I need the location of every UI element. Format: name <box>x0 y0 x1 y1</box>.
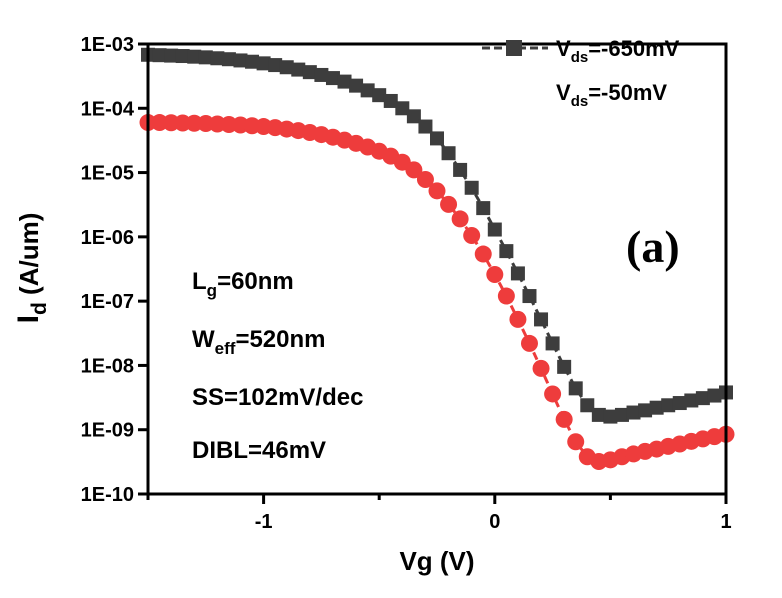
y-tick-label: 1E-04 <box>81 98 135 120</box>
data-point-square <box>175 49 190 64</box>
data-point-square <box>430 131 444 146</box>
data-point-square <box>476 201 491 216</box>
data-point-square <box>626 405 641 420</box>
y-axis: 1E-03 1E-04 1E-05 1E-06 1E-07 1E-08 1E-09 1E-10 <box>81 34 148 506</box>
data-point-circle <box>416 171 434 189</box>
data-point-square <box>672 396 687 411</box>
data-point-circle <box>428 182 446 200</box>
annotation-subthreshold-swing: SS=102mV/dec <box>192 384 363 411</box>
data-point-square <box>383 93 398 108</box>
data-point-square <box>464 180 479 195</box>
data-point-circle <box>520 334 538 352</box>
legend-entry-1: Vds=-650mV <box>482 36 680 66</box>
annotation-gate-length: Lg=60nm <box>192 268 294 300</box>
data-point-square <box>499 244 514 259</box>
data-point-square <box>580 398 595 413</box>
data-point-square <box>661 398 676 413</box>
data-point-square <box>534 312 549 327</box>
data-point-square <box>314 67 329 82</box>
legend-marker-square <box>506 40 522 56</box>
data-point-circle <box>532 359 550 377</box>
plot-frame <box>146 42 728 496</box>
data-point-square <box>279 60 294 75</box>
data-point-square <box>418 119 433 134</box>
data-point-square <box>568 381 583 396</box>
y-tick-label: 1E-05 <box>81 163 134 185</box>
annotation-dibl: DIBL=46mV <box>192 437 326 464</box>
data-point-circle <box>567 433 585 451</box>
data-point-square <box>441 146 456 161</box>
data-point-square <box>684 393 699 408</box>
data-point-square <box>325 71 340 86</box>
data-point-square <box>210 51 225 66</box>
x-tick-label: -1 <box>255 511 273 533</box>
data-point-square <box>545 336 560 351</box>
data-point-square <box>695 391 710 406</box>
y-tick-label: 1E-10 <box>81 484 134 506</box>
data-point-square <box>453 162 468 177</box>
data-point-square <box>152 48 167 63</box>
data-point-circle <box>509 310 527 328</box>
y-axis-title-unit: (A/um) <box>14 213 44 303</box>
x-axis: -1 0 1 <box>146 494 732 533</box>
data-point-circle <box>440 195 458 213</box>
data-point-square <box>395 101 410 116</box>
y-axis-title-main: I <box>12 315 45 323</box>
data-point-square <box>406 109 421 124</box>
data-point-circle <box>497 287 515 305</box>
data-point-square <box>291 62 306 77</box>
legend: Vds=-650mV Vds=-50mV <box>482 36 680 110</box>
x-axis-title: Vg (V) <box>399 546 474 576</box>
data-point-square <box>591 407 606 422</box>
data-point-square <box>221 52 236 67</box>
y-tick-label: 1E-07 <box>81 291 134 313</box>
x-tick-label: 0 <box>489 511 500 533</box>
data-point-square <box>649 400 664 415</box>
series-layer <box>139 47 735 471</box>
data-point-square <box>198 50 213 65</box>
data-point-square <box>233 53 248 68</box>
y-tick-label: 1E-03 <box>81 34 134 56</box>
data-point-circle <box>405 161 423 179</box>
data-point-square <box>256 56 271 71</box>
legend-label-2: Vds=-50mV <box>556 80 667 110</box>
y-axis-title: Id (A/um) <box>12 213 51 324</box>
data-point-square <box>487 222 502 237</box>
data-point-circle <box>486 265 504 283</box>
data-point-circle <box>544 385 562 403</box>
data-point-square <box>349 78 364 93</box>
data-point-square <box>557 359 572 374</box>
data-point-circle <box>463 226 481 244</box>
annotation-effective-width: Weff=520nm <box>192 326 326 358</box>
data-point-square <box>372 88 387 103</box>
legend-label-1: Vds=-650mV <box>556 36 680 66</box>
data-point-square <box>614 407 629 422</box>
y-tick-label: 1E-06 <box>81 227 134 249</box>
data-point-circle <box>474 245 492 263</box>
data-point-square <box>510 266 525 281</box>
data-point-circle <box>555 410 573 428</box>
data-point-circle <box>451 210 469 228</box>
data-point-square <box>302 65 317 80</box>
data-point-square <box>707 388 722 403</box>
data-point-square <box>522 289 537 304</box>
panel-label: (a) <box>626 221 680 272</box>
data-point-square <box>268 58 283 73</box>
data-point-square <box>187 49 202 64</box>
legend-entry-2: Vds=-50mV <box>556 80 667 110</box>
data-point-square <box>337 74 352 89</box>
data-point-square <box>603 409 618 424</box>
data-point-square <box>638 403 653 418</box>
data-point-square <box>360 83 375 98</box>
data-point-square <box>245 54 260 69</box>
y-tick-label: 1E-09 <box>81 420 134 442</box>
data-point-square <box>164 48 179 63</box>
y-axis-title-sub: d <box>28 302 51 315</box>
y-tick-label: 1E-08 <box>81 355 134 377</box>
x-tick-label: 1 <box>720 511 731 533</box>
annotations: Lg=60nm Weff=520nm SS=102mV/dec DIBL=46m… <box>192 268 363 464</box>
